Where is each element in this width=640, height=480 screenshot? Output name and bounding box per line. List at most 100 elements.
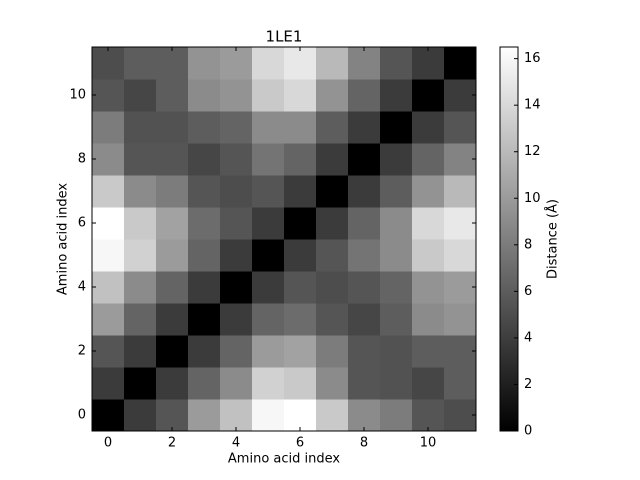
heatmap-cell: [92, 79, 125, 112]
heatmap-cell: [188, 271, 221, 304]
heatmap-cell: [316, 271, 349, 304]
heatmap-cell: [348, 335, 381, 368]
heatmap-cell: [220, 399, 253, 432]
heatmap-cell: [220, 367, 253, 400]
heatmap-cell: [444, 143, 477, 176]
heatmap-cell: [124, 399, 157, 432]
x-tick-label: 8: [360, 436, 368, 451]
heatmap-cell: [156, 111, 189, 144]
heatmap-cell: [284, 399, 317, 432]
heatmap-cell: [412, 79, 445, 112]
heatmap-cell: [156, 367, 189, 400]
heatmap-cell: [316, 175, 349, 208]
heatmap-cell: [284, 79, 317, 112]
heatmap-cell: [92, 271, 125, 304]
y-tick-label: 4: [78, 280, 86, 295]
heatmap-cell: [92, 175, 125, 208]
heatmap-cell: [444, 207, 477, 240]
heatmap-cell: [284, 47, 317, 80]
heatmap-cell: [92, 47, 125, 80]
heatmap-cell: [412, 399, 445, 432]
heatmap-cell: [412, 47, 445, 80]
heatmap-cell: [124, 207, 157, 240]
heatmap-cell: [156, 399, 189, 432]
heatmap-cell: [348, 207, 381, 240]
heatmap-cell: [188, 143, 221, 176]
heatmap-cell: [284, 111, 317, 144]
colorbar: [499, 46, 519, 432]
heatmap-cell: [348, 239, 381, 272]
heatmap-cell: [252, 175, 285, 208]
heatmap-cell: [412, 111, 445, 144]
heatmap-cell: [444, 47, 477, 80]
heatmap-cell: [316, 239, 349, 272]
heatmap-cell: [156, 175, 189, 208]
y-tick-label: 6: [78, 216, 86, 231]
heatmap-cell: [124, 47, 157, 80]
colorbar-label: Distance (Å): [545, 199, 561, 279]
heatmap-cell: [188, 175, 221, 208]
x-tick-label: 4: [232, 436, 240, 451]
heatmap-cell: [124, 111, 157, 144]
heatmap-cell: [124, 271, 157, 304]
heatmap-cell: [92, 399, 125, 432]
heatmap-cell: [188, 367, 221, 400]
heatmap-cell: [348, 367, 381, 400]
heatmap-cell: [156, 47, 189, 80]
heatmap-cell: [252, 303, 285, 336]
heatmap-cell: [444, 335, 477, 368]
heatmap-cell: [188, 207, 221, 240]
heatmap-cell: [284, 143, 317, 176]
heatmap-cell: [220, 335, 253, 368]
colorbar-tick-label: 14: [524, 98, 541, 113]
heatmap-cell: [188, 111, 221, 144]
heatmap-cell: [444, 367, 477, 400]
heatmap-cell: [316, 335, 349, 368]
heatmap-cell: [92, 335, 125, 368]
heatmap-cell: [380, 399, 413, 432]
heatmap-cell: [252, 335, 285, 368]
heatmap-cell: [284, 271, 317, 304]
heatmap-cell: [92, 239, 125, 272]
colorbar-tick-label: 6: [524, 284, 532, 299]
heatmap-cell: [412, 335, 445, 368]
y-tick-label: 2: [78, 344, 86, 359]
heatmap-cell: [124, 143, 157, 176]
heatmap-cell: [380, 79, 413, 112]
heatmap-cell: [156, 207, 189, 240]
heatmap-cell: [92, 111, 125, 144]
heatmap-cell: [444, 175, 477, 208]
colorbar-tick-label: 2: [524, 377, 532, 392]
heatmap-cell: [412, 207, 445, 240]
y-tick-label: 0: [78, 408, 86, 423]
y-axis-label: Amino acid index: [56, 183, 71, 295]
heatmap-cell: [220, 111, 253, 144]
heatmap-cell: [444, 79, 477, 112]
heatmap-cell: [380, 239, 413, 272]
heatmap-cell: [92, 367, 125, 400]
heatmap-cell: [220, 207, 253, 240]
heatmap-cell: [348, 303, 381, 336]
x-axis-label: Amino acid index: [228, 452, 340, 467]
colorbar-tick-label: 0: [524, 424, 532, 439]
heatmap-cell: [412, 239, 445, 272]
heatmap-cell: [124, 303, 157, 336]
heatmap-cell: [444, 271, 477, 304]
heatmap-cell: [252, 111, 285, 144]
heatmap-cell: [412, 271, 445, 304]
heatmap-cell: [188, 239, 221, 272]
colorbar-tick-label: 8: [524, 237, 532, 252]
heatmap-cell: [284, 303, 317, 336]
heatmap-cell: [124, 367, 157, 400]
heatmap-cell: [316, 303, 349, 336]
heatmap-cell: [316, 47, 349, 80]
heatmap-cell: [444, 399, 477, 432]
colorbar-tick-label: 16: [524, 51, 541, 66]
heatmap-cell: [156, 239, 189, 272]
plot-frame: [91, 46, 477, 432]
heatmap-cell: [284, 367, 317, 400]
heatmap-cell: [412, 367, 445, 400]
heatmap-cell: [188, 47, 221, 80]
heatmap-cell: [316, 399, 349, 432]
colorbar-tick-label: 12: [524, 144, 541, 159]
